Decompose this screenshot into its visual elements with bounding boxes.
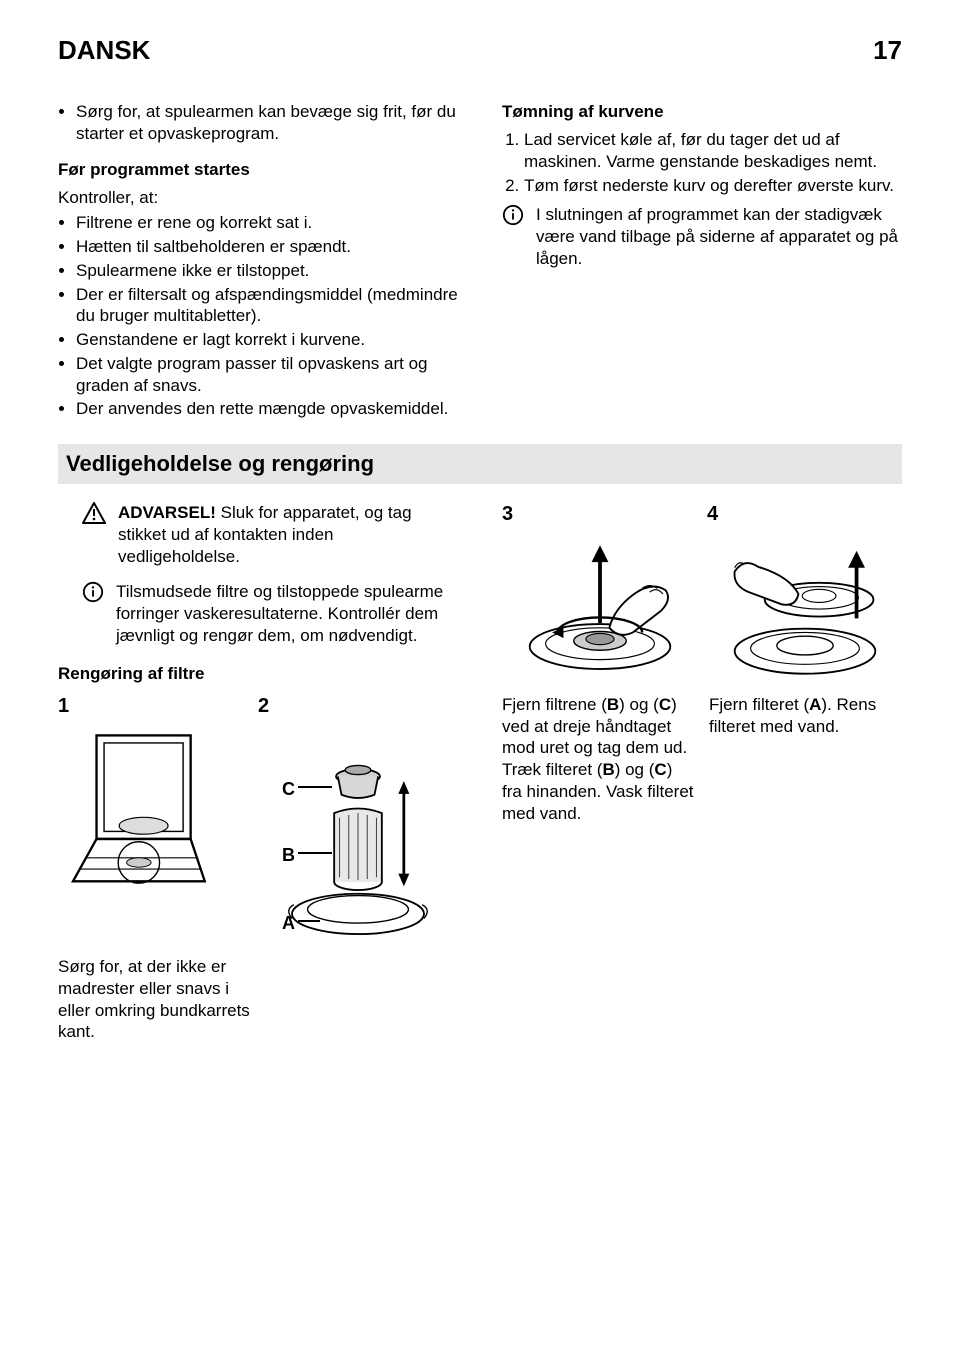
section-title: Vedligeholdelse og rengøring (58, 444, 902, 484)
info-text-2: Tilsmudsede filtre og tilstoppede spulea… (116, 581, 458, 646)
fig4-caption: Fjern filteret (A). Rens filteret med va… (709, 694, 902, 825)
figure-4: 4 (707, 502, 902, 684)
emptying-item: Lad servicet køle af, før du tager det u… (524, 129, 902, 173)
before-heading: Før programmet startes (58, 159, 458, 181)
intro-bullet: Sørg for, at spulearmen kan bevæge sig f… (76, 101, 458, 145)
remove-filter-illustration (505, 534, 695, 684)
lower-right-column: 3 (502, 502, 902, 1043)
fig-num-4: 4 (707, 502, 902, 528)
warning-icon (82, 502, 106, 524)
info-block-2: Tilsmudsede filtre og tilstoppede spulea… (82, 581, 458, 646)
right-fig-row: 3 (502, 502, 902, 684)
info-icon (502, 204, 524, 226)
check-item: Filtrene er rene og korrekt sat i. (76, 212, 458, 234)
dishwasher-open-illustration (63, 726, 243, 886)
fig-2-image: C B A (258, 726, 458, 946)
figure-3: 3 (502, 502, 697, 684)
check-item: Hætten til saltbeholderen er spændt. (76, 236, 458, 258)
figure-2: 2 (258, 694, 458, 946)
kontroller-label: Kontroller, at: (58, 187, 458, 209)
check-item: Der anvendes den rette mængde opvaskemid… (76, 398, 458, 420)
emptying-heading: Tømning af kurvene (502, 101, 902, 123)
fig-num-3: 3 (502, 502, 697, 528)
fig3-text: Fjern filtrene (B) og (C) ved at dreje h… (502, 695, 694, 823)
right-caption-row: Fjern filtrene (B) og (C) ved at dreje h… (502, 694, 902, 825)
fig-4-image (707, 534, 902, 684)
warning-text: ADVARSEL! Sluk for apparatet, og tag sti… (118, 502, 458, 567)
emptying-item: Tøm først nederste kurv og derefter øver… (524, 175, 902, 197)
fig4-text: Fjern filteret (A). Rens filteret med va… (709, 695, 876, 736)
lower-columns: ADVARSEL! Sluk for apparatet, og tag sti… (58, 502, 902, 1043)
check-item: Det valgte program passer til opvaskens … (76, 353, 458, 397)
left-column: Sørg for, at spulearmen kan bevæge sig f… (58, 101, 458, 422)
info-text: I slutningen af programmet kan der stadi… (536, 204, 902, 269)
fig-num-1: 1 (58, 694, 248, 720)
warning-block: ADVARSEL! Sluk for apparatet, og tag sti… (82, 502, 458, 567)
figure-row: 1 2 (58, 694, 458, 946)
check-item: Genstandene er lagt korrekt i kurvene. (76, 329, 458, 351)
label-c: C (282, 778, 295, 801)
lang-label: DANSK (58, 34, 150, 67)
info-block: I slutningen af programmet kan der stadi… (502, 204, 902, 269)
check-list: Filtrene er rene og korrekt sat i. Hætte… (58, 212, 458, 420)
page-header: DANSK 17 (58, 34, 902, 67)
fig3-caption: Fjern filtrene (B) og (C) ved at dreje h… (502, 694, 695, 825)
remove-filter-a-illustration (710, 534, 900, 684)
intro-list: Sørg for, at spulearmen kan bevæge sig f… (58, 101, 458, 145)
filter-heading: Rengøring af filtre (58, 663, 458, 685)
figure-1: 1 (58, 694, 248, 946)
upper-columns: Sørg for, at spulearmen kan bevæge sig f… (58, 101, 902, 422)
label-b: B (282, 844, 295, 867)
emptying-list: Lad servicet køle af, før du tager det u… (502, 129, 902, 196)
lower-left-column: ADVARSEL! Sluk for apparatet, og tag sti… (58, 502, 458, 1043)
warn-label: ADVARSEL! (118, 503, 216, 522)
label-a: A (282, 912, 295, 935)
right-column: Tømning af kurvene Lad servicet køle af,… (502, 101, 902, 422)
check-item: Der er filtersalt og afspændingsmiddel (… (76, 284, 458, 328)
fig1-caption: Sørg for, at der ikke er madrester eller… (58, 956, 258, 1043)
page-number: 17 (873, 34, 902, 67)
info-icon (82, 581, 104, 603)
fig-3-image (502, 534, 697, 684)
check-item: Spulearmene ikke er tilstoppet. (76, 260, 458, 282)
fig-1-image (58, 726, 248, 886)
fig-num-2: 2 (258, 694, 458, 720)
